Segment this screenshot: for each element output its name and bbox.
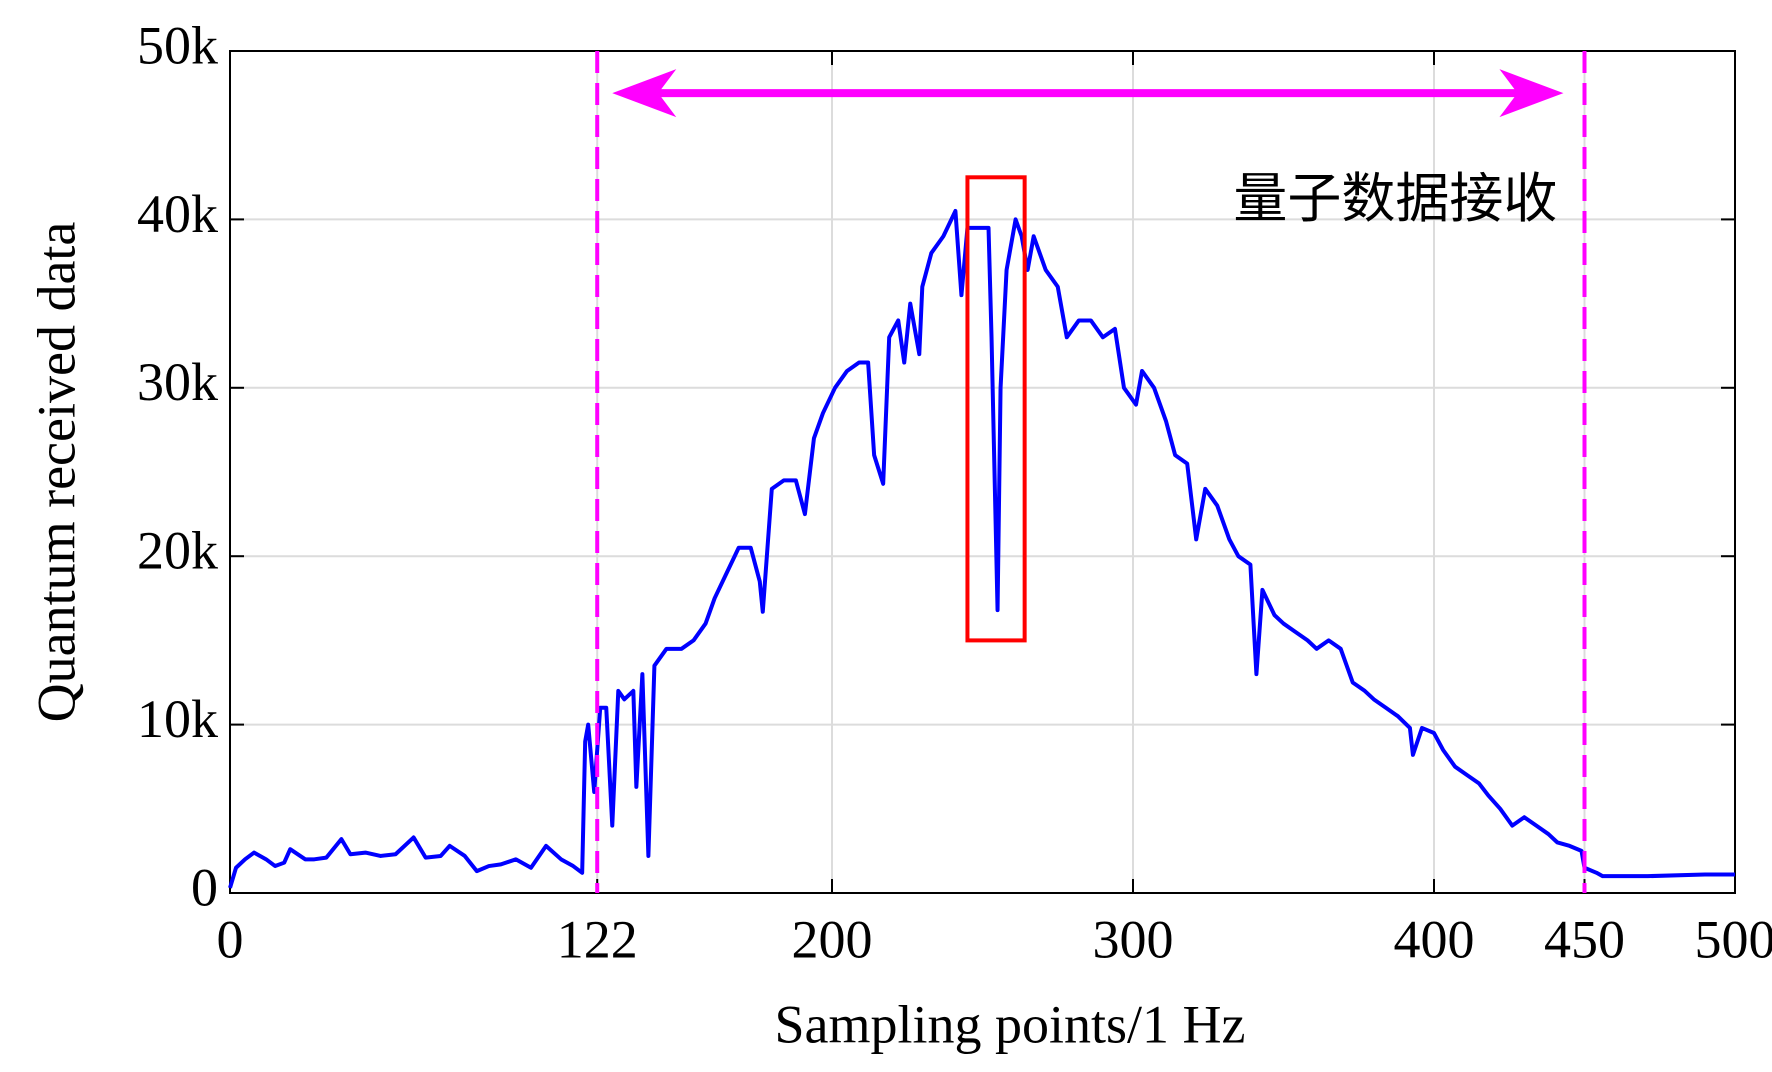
y-tick-label: 40k (137, 184, 218, 244)
x-tick-label: 122 (557, 909, 638, 969)
y-tick-label: 0 (191, 857, 218, 917)
x-tick-label: 400 (1394, 909, 1475, 969)
data-line (228, 208, 1735, 889)
annotation: 量子数据接收 (1233, 167, 1557, 230)
x-tick-label: 500 (1695, 909, 1772, 969)
plot-frame (229, 50, 1736, 894)
y-tick-label: 20k (137, 521, 218, 581)
x-tick-label: 300 (1093, 909, 1174, 969)
x-tick-label: 0 (217, 909, 244, 969)
y-axis-label: Quantum received data (26, 222, 86, 723)
x-tick-label: 200 (792, 909, 873, 969)
x-tick-label: 450 (1544, 909, 1625, 969)
y-tick-label: 30k (137, 352, 218, 412)
arrow-head (612, 69, 677, 118)
arrow-head (1499, 69, 1564, 118)
y-tick-label: 10k (137, 689, 218, 749)
x-axis-label: Sampling points/1 Hz (775, 994, 1246, 1054)
y-tick-label: 50k (137, 15, 218, 75)
highlight-box (965, 175, 1027, 643)
